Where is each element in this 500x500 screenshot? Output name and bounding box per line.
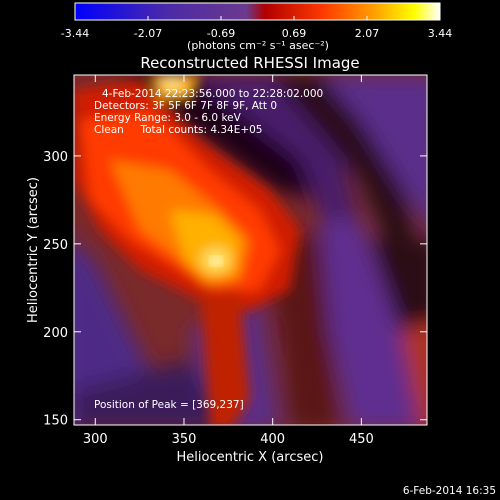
colorbar-tick-label: 0.69 (282, 27, 307, 40)
x-tick-label: 450 (349, 432, 374, 447)
y-tick-label: 150 (43, 414, 68, 429)
colorbar-tick-label: -3.44 (61, 27, 89, 40)
heatmap-image (74, 75, 427, 425)
x-axis-label: Heliocentric X (arcsec) (177, 450, 324, 465)
colorbar-ticks: -3.44 -2.07 -0.69 0.69 2.07 3.44 (61, 16, 452, 40)
annotation-detectors: Detectors: 3F 5F 6F 7F 8F 9F, Att 0 (94, 100, 277, 112)
footer-timestamp: 6-Feb-2014 16:35 (403, 485, 496, 497)
annotation-time-range: 4-Feb-2014 22:23:56.000 to 22:28:02.000 (102, 88, 323, 100)
colorbar-tick-label: -0.69 (207, 27, 235, 40)
y-axis-ticks: 150 200 250 300 (43, 150, 427, 429)
y-tick-label: 200 (43, 326, 68, 341)
x-tick-label: 350 (172, 432, 197, 447)
y-tick-label: 250 (43, 238, 68, 253)
chart-title: Reconstructed RHESSI Image (140, 54, 359, 72)
y-axis-label: Heliocentric Y (arcsec) (26, 177, 41, 323)
annotation-method-counts: Clean Total counts: 4.34E+05 (94, 124, 263, 136)
colorbar-tick-label: -2.07 (134, 27, 162, 40)
annotation-energy-range: Energy Range: 3.0 - 6.0 keV (94, 112, 242, 124)
x-tick-label: 300 (83, 432, 108, 447)
colorbar-tick-label: 3.44 (428, 27, 453, 40)
y-tick-label: 300 (43, 150, 68, 165)
plot-frame (73, 74, 428, 426)
annotation-peak: Position of Peak = [369,237] (94, 399, 244, 411)
colorbar-tick-label: 2.07 (355, 27, 380, 40)
x-tick-label: 400 (260, 432, 285, 447)
x-axis-ticks: 300 350 400 450 (83, 75, 374, 447)
colorbar-unit-label: (photons cm⁻² s⁻¹ asec⁻²) (187, 39, 329, 52)
colorbar (74, 2, 441, 21)
